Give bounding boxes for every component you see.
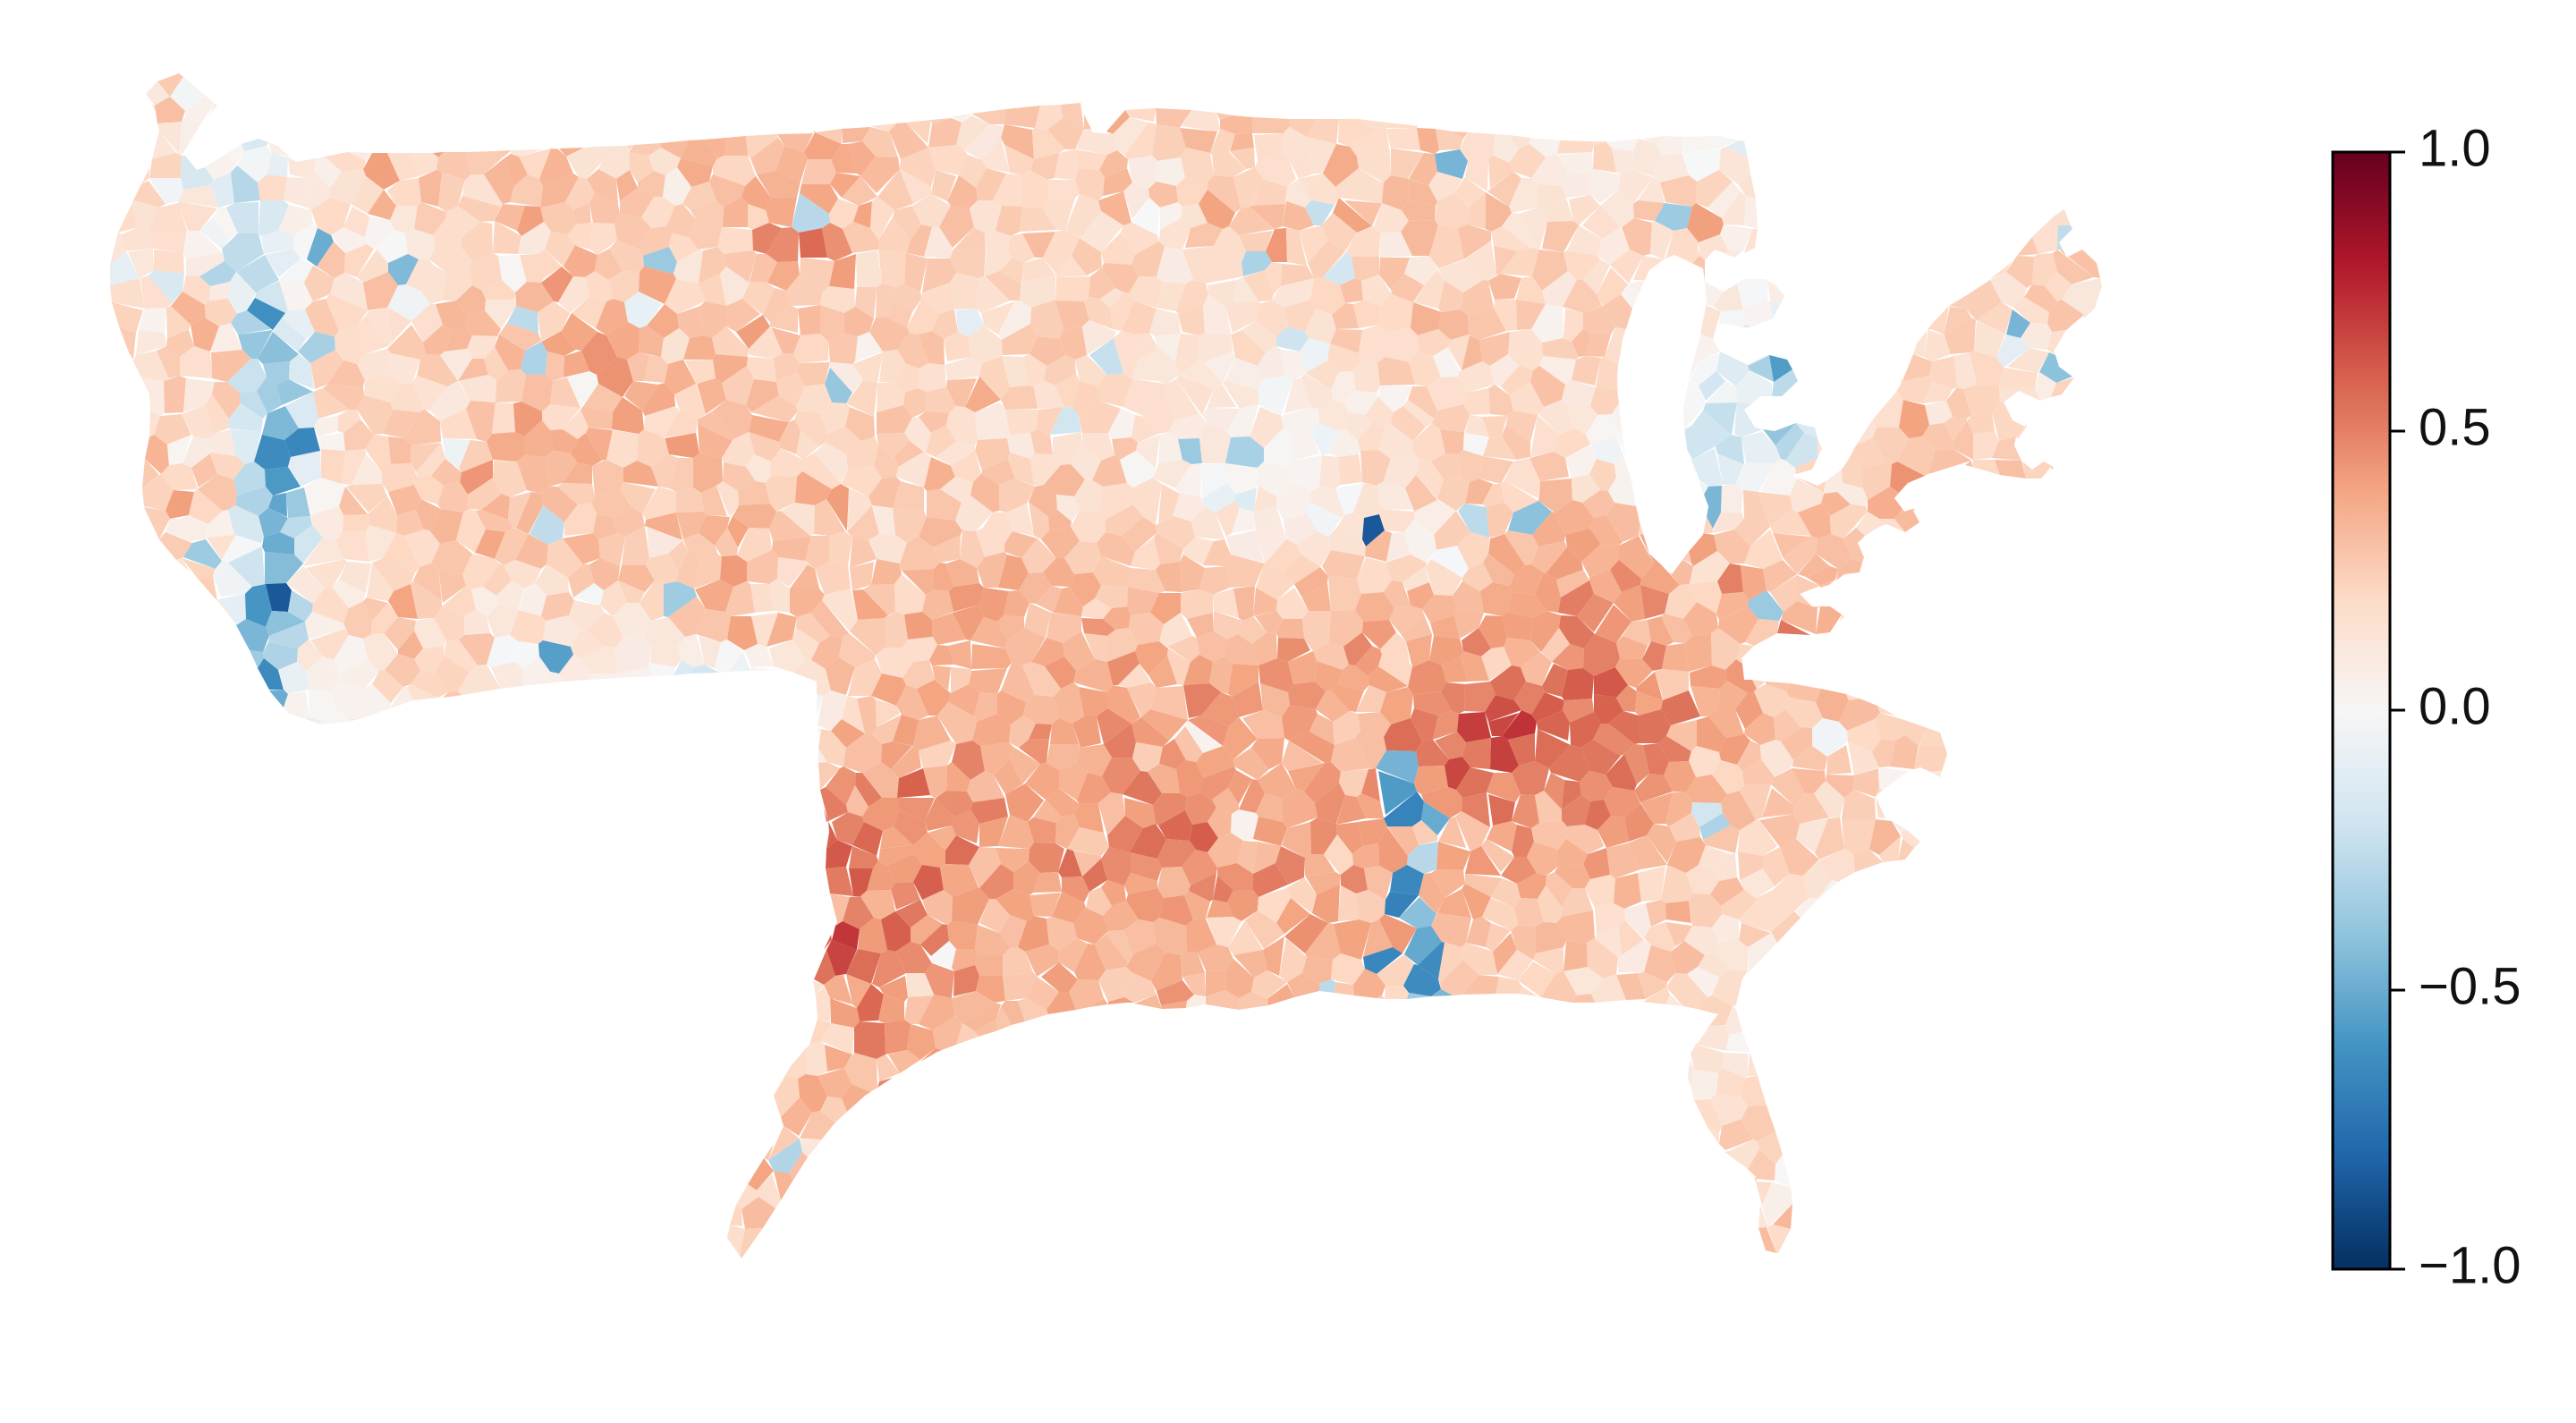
svg-text:0.0: 0.0 [2419,677,2491,735]
svg-text:−1.0: −1.0 [2419,1236,2521,1294]
svg-text:1.0: 1.0 [2419,119,2491,177]
svg-text:−0.5: −0.5 [2419,957,2521,1015]
svg-text:0.5: 0.5 [2419,398,2491,456]
